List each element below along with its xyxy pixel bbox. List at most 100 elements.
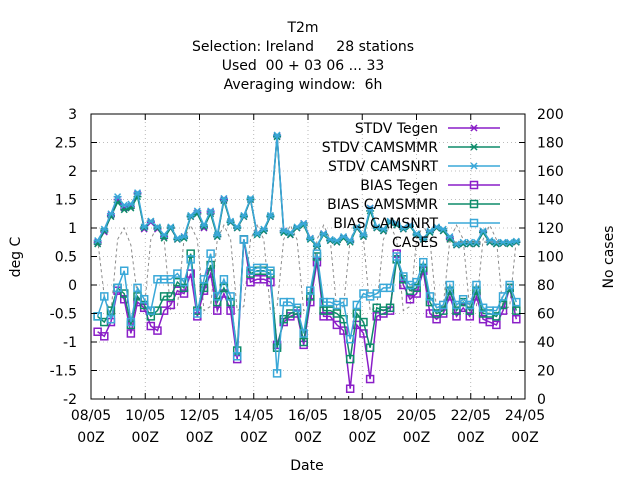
y-tick-label: 1 [68,221,77,237]
y-axis-ticks: -2 -1.5 -1 -0.5 0 0.5 1 1.5 2 2.5 3 [50,107,97,408]
data-point [439,225,447,233]
data-point [180,233,188,241]
legend-label: BIAS CAMSNRT [333,216,438,232]
x-tick-label-hour: 00Z [457,430,484,446]
x-tick-label-date: 16/05 [288,408,328,424]
data-point [113,283,122,293]
y-tick-label: 2 [68,164,77,180]
data-point [280,227,288,235]
y-tick-label: -1 [63,335,77,351]
x-tick-label-date: 10/05 [125,408,165,424]
data-point [120,201,128,209]
data-point [425,292,435,301]
data-point [273,131,281,139]
data-point [413,231,421,239]
data-point [432,314,441,324]
data-point [213,306,222,315]
x-tick-label-date: 12/05 [179,408,219,424]
data-point [100,292,109,301]
data-point [399,224,407,232]
legend-label: STDV CAMSMMR [322,140,438,156]
data-point [512,306,521,315]
data-point [179,283,189,293]
x-tick-label-hour: 00Z [186,430,213,446]
legend-marker [469,199,479,209]
data-point [106,314,116,324]
data-point [166,300,175,310]
data-point [153,223,161,231]
data-point [266,266,275,275]
y2-tick-label: 20 [537,364,555,380]
data-point [386,217,394,225]
data-point [153,326,162,335]
data-point [199,275,209,284]
title-line-1: T2m [286,20,318,36]
data-point [320,230,328,238]
y-tick-label: 0 [68,278,77,294]
data-point [345,384,355,393]
data-point [293,223,301,231]
y2-tick-label: 200 [537,107,564,123]
data-point [299,329,308,338]
data-point [266,211,274,219]
data-point [353,223,361,231]
y2-axis-label: No cases [601,226,617,289]
data-point [107,210,115,218]
data-point [446,233,454,241]
data-point [240,211,248,219]
data-point [446,235,454,243]
data-point [419,235,427,243]
data-point [472,280,481,290]
data-point [405,295,415,304]
data-point [372,289,382,298]
data-point [160,231,168,239]
x-tick-label-date: 14/05 [234,408,274,424]
data-point [114,193,122,201]
x-tick-label-hour: 00Z [77,430,104,446]
legend-marker [470,124,478,132]
x-tick-label-hour: 00Z [132,430,159,446]
data-point [167,223,175,231]
data-point [193,309,202,318]
data-point [187,211,195,219]
data-point [279,314,288,324]
legend-label: BIAS Tegen [360,178,438,194]
data-point [512,238,520,246]
y2-tick-label: 180 [537,136,564,152]
data-point [413,230,421,238]
x-tick-label-hour: 00Z [349,430,376,446]
data-point [306,234,314,242]
data-point [193,210,201,218]
legend-marker [470,162,478,170]
data-point [286,297,295,307]
data-point [313,241,321,249]
legend-marker [469,218,479,228]
data-point [133,283,142,293]
x-tick-label-hour: 00Z [511,430,538,446]
data-point [339,297,348,307]
y2-tick-label: 60 [537,307,555,323]
data-point [326,235,334,243]
data-point [512,314,521,324]
data-point [127,200,135,208]
data-point [193,207,201,215]
data-point [186,255,195,264]
x-tick-label-date: 20/05 [396,408,436,424]
data-point [393,219,401,227]
data-point [186,249,195,258]
data-point [492,306,501,315]
data-point [306,235,314,243]
data-point [452,300,461,310]
data-point [333,237,341,245]
data-point [465,312,475,321]
data-point [340,233,348,241]
data-point [332,309,342,318]
data-point [419,234,427,242]
y-tick-label: 2.5 [55,136,77,152]
x-axis-label: Date [290,458,323,474]
data-point [412,277,421,287]
data-point [94,237,102,245]
data-point [286,229,294,237]
legend-label: CASES [392,235,438,251]
